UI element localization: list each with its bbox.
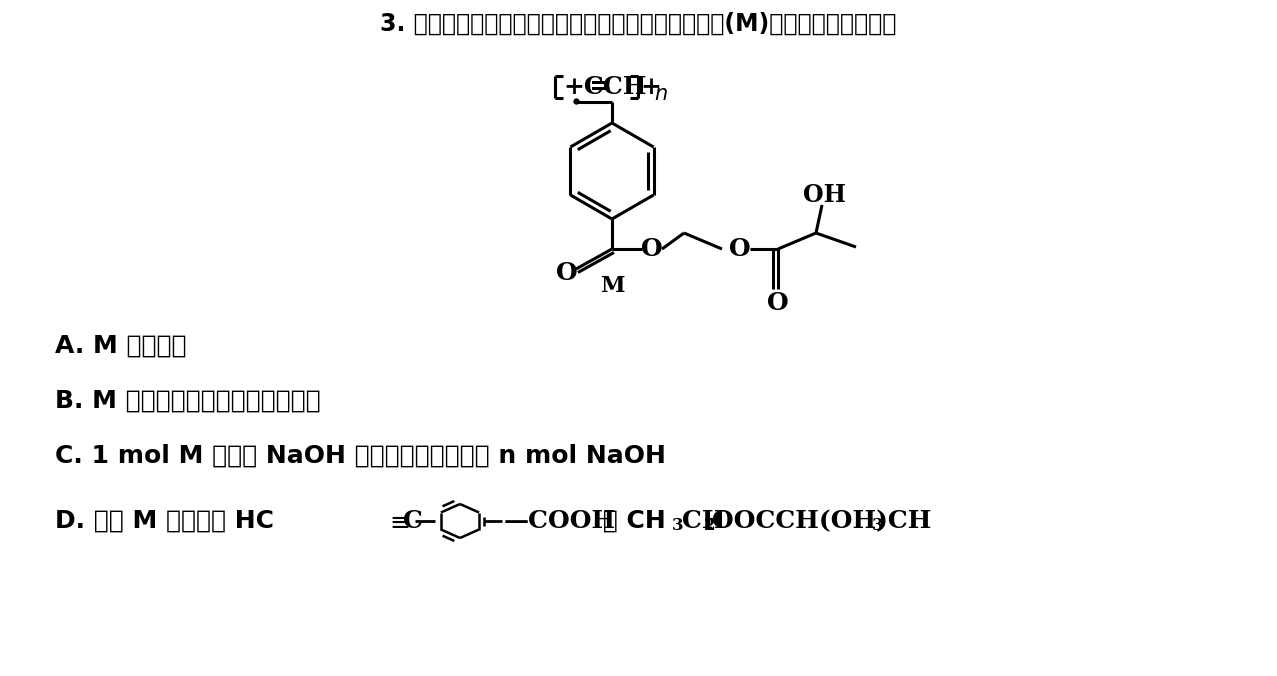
Text: CH: CH	[603, 75, 646, 99]
Text: O: O	[729, 237, 751, 261]
Text: O: O	[555, 261, 578, 285]
Text: $\equiv$: $\equiv$	[384, 509, 410, 533]
Text: =: =	[589, 74, 613, 101]
Text: 和 CH: 和 CH	[594, 509, 665, 533]
Text: 3: 3	[872, 518, 884, 535]
Text: M: M	[600, 275, 624, 297]
Text: OOCCH(OH)CH: OOCCH(OH)CH	[713, 509, 931, 533]
Text: O: O	[767, 291, 789, 315]
Text: +: +	[640, 75, 661, 99]
Text: D. 合成 M 的单体有 HC: D. 合成 M 的单体有 HC	[55, 509, 275, 533]
Text: B. M 能发生加成、氧化和还原反应: B. M 能发生加成、氧化和还原反应	[55, 389, 321, 413]
Text: CH: CH	[682, 509, 725, 533]
Text: $\it{n}$: $\it{n}$	[654, 84, 668, 104]
Text: C. 1 mol M 在足量 NaOH 溶液中完全水解消耗 n mol NaOH: C. 1 mol M 在足量 NaOH 溶液中完全水解消耗 n mol NaOH	[55, 444, 665, 468]
Text: O: O	[641, 237, 663, 261]
Text: 3. 如图是我国化学家合成的聚乙炔衍生物的结构简式(M)，下列说法正确的是: 3. 如图是我国化学家合成的聚乙炔衍生物的结构简式(M)，下列说法正确的是	[379, 12, 896, 36]
Text: +C: +C	[563, 75, 604, 99]
Text: 3: 3	[672, 518, 683, 535]
Text: —COOH: —COOH	[504, 509, 616, 533]
Text: C: C	[404, 509, 423, 533]
Text: A. M 为纯净物: A. M 为纯净物	[55, 334, 186, 358]
Text: 2: 2	[704, 518, 715, 535]
Text: OH: OH	[802, 183, 845, 207]
